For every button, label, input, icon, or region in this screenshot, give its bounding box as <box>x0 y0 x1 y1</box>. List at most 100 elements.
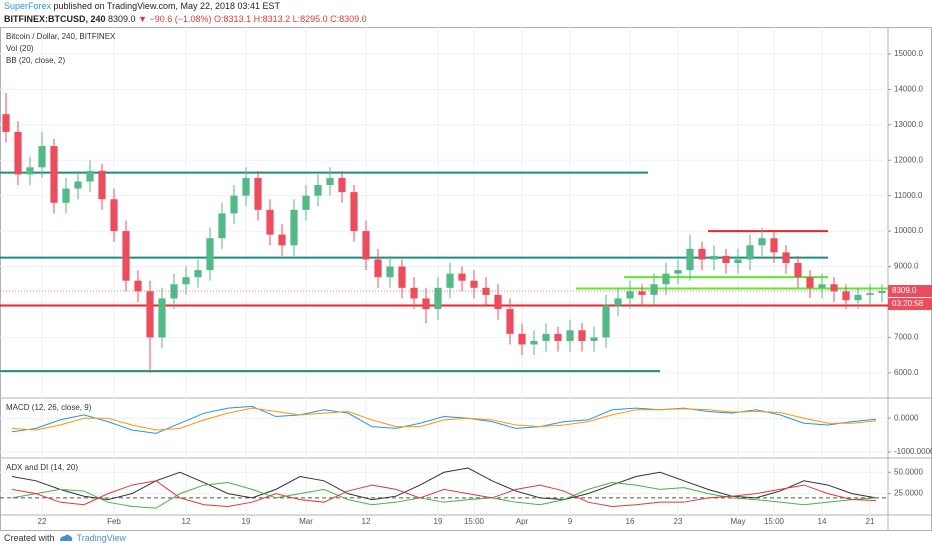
symbol-line: BITFINEX:BTCUSD, 240 8309.0 ▼ −90.6 (−1.… <box>4 13 367 26</box>
last-price-label: 8309.0 <box>892 286 917 295</box>
y-tick-label: 9000.0 <box>894 262 919 271</box>
last: 8309.0 <box>108 14 136 24</box>
x-tick-label: Feb <box>107 517 121 526</box>
publisher[interactable]: SuperForex <box>4 1 52 11</box>
candle-body <box>782 252 790 263</box>
candle-body <box>266 209 274 235</box>
y-tick-label: 14000.0 <box>894 84 923 93</box>
candle-body <box>578 330 586 341</box>
y-tick-label: 6000.0 <box>894 368 919 377</box>
countdown: 03:20:58 <box>892 299 924 308</box>
candle-body <box>818 284 826 288</box>
candle-body <box>650 284 658 295</box>
candle-body <box>794 262 802 278</box>
candle-body <box>62 188 70 203</box>
published: published on TradingView.com, May 22, 20… <box>51 1 281 11</box>
candle-body <box>830 284 838 292</box>
x-tick-label: 19 <box>434 517 443 526</box>
candle-body <box>254 177 262 210</box>
candle-body <box>230 195 238 214</box>
candle-body <box>302 195 310 210</box>
candle-body <box>26 167 34 175</box>
candle-body <box>14 131 22 175</box>
candle-body <box>2 114 10 132</box>
candle-body <box>566 330 574 341</box>
candle-body <box>554 333 562 341</box>
candle-body <box>110 199 118 232</box>
indicator-line <box>11 407 877 431</box>
candle-body <box>590 337 598 341</box>
candle-body <box>722 255 730 263</box>
x-tick-label: 16 <box>626 517 635 526</box>
candle-body <box>74 181 82 189</box>
y-tick-label: 25.0000 <box>894 489 923 498</box>
candle-body <box>410 287 418 299</box>
x-tick-label: 15:00 <box>764 517 785 526</box>
candle-body <box>710 255 718 260</box>
candle-body <box>350 192 358 232</box>
x-tick-label: 21 <box>866 517 875 526</box>
candle-body <box>194 270 202 278</box>
y-tick-label: 12000.0 <box>894 155 923 164</box>
countdown-box <box>888 298 932 311</box>
y-tick-label: 50.0000 <box>894 467 923 476</box>
candle-body <box>878 291 886 294</box>
candle-body <box>434 287 442 310</box>
candle-body <box>218 213 226 239</box>
change: ▼ −90.6 (−1.08%) <box>138 14 212 24</box>
x-tick-label: Apr <box>516 517 529 526</box>
candle-body <box>674 270 682 274</box>
x-tick-label: Mar <box>299 517 313 526</box>
candle-body <box>458 273 466 281</box>
indicator-line <box>11 482 877 509</box>
candle-body <box>338 177 346 193</box>
y-tick-label: 15000.0 <box>894 49 923 58</box>
candle-body <box>422 298 430 310</box>
y-tick-label: 7000.0 <box>894 333 919 342</box>
candle-body <box>290 209 298 246</box>
y-tick-label: 11000.0 <box>894 191 923 200</box>
candle-body <box>470 280 478 288</box>
y-tick-label: 0.0000 <box>894 413 919 422</box>
candle-body <box>758 238 766 246</box>
candle-body <box>638 291 646 295</box>
candle-body <box>38 146 46 168</box>
indicator-line <box>11 405 877 434</box>
candle-body <box>806 277 814 288</box>
candle-body <box>398 266 406 288</box>
pane-title: Bitcoin / Dollar, 240, BITFINEX <box>6 32 116 41</box>
candle-body <box>446 273 454 288</box>
pane-title: MACD (12, 26, close, 9) <box>6 403 92 412</box>
indicator-label: BB (20, close, 2) <box>6 56 65 65</box>
candle-body <box>278 234 286 246</box>
candle-body <box>314 185 322 196</box>
indicator-line <box>11 480 877 507</box>
candle-body <box>242 177 250 196</box>
candle-body <box>134 280 142 292</box>
candle-body <box>146 291 154 338</box>
candle-body <box>506 309 514 334</box>
brand[interactable]: TradingView <box>76 533 127 543</box>
candle-body <box>158 298 166 338</box>
y-tick-label: 13000.0 <box>894 120 923 129</box>
candle-body <box>770 238 778 253</box>
candle-body <box>374 259 382 278</box>
chart: 6000.07000.08000.09000.010000.011000.012… <box>0 27 932 531</box>
frame <box>0 27 932 531</box>
candle-body <box>614 298 622 306</box>
candle-body <box>50 146 58 203</box>
candle-body <box>854 294 862 301</box>
indicator-label: Vol (20) <box>6 44 34 53</box>
footer: Created with TradingView <box>4 533 126 543</box>
y-tick-label: -1000.0000 <box>894 447 932 456</box>
x-tick-label: 23 <box>674 517 683 526</box>
candle-body <box>698 248 706 260</box>
candle-body <box>98 170 106 200</box>
candle-body <box>734 259 742 263</box>
candle-body <box>602 305 610 338</box>
candle-body <box>122 231 130 281</box>
symbol: BITFINEX:BTCUSD, 240 <box>4 14 106 24</box>
x-tick-label: 9 <box>568 517 573 526</box>
x-tick-label: 19 <box>242 517 251 526</box>
candle-body <box>518 333 526 345</box>
